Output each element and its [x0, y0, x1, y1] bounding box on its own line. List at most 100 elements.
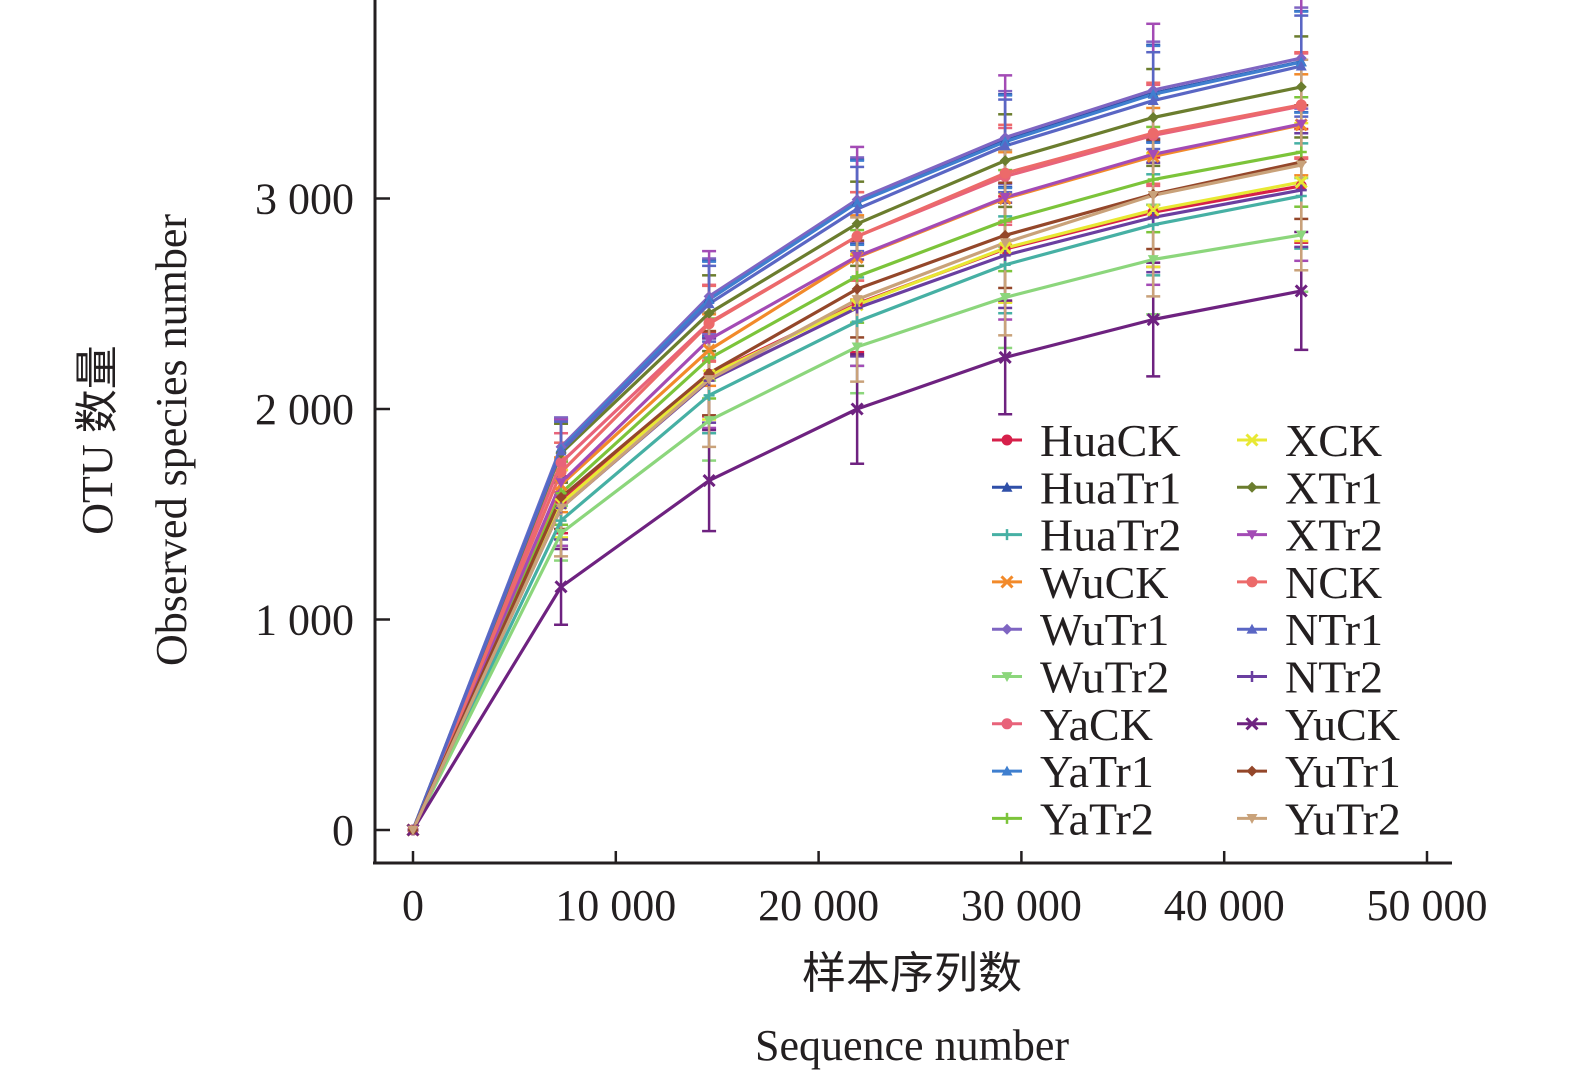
data-point-NTr1	[851, 203, 863, 214]
y-tick-label: 3 000	[255, 175, 354, 224]
legend-marker-icon	[1001, 529, 1013, 541]
legend-item-YaTr1: YaTr1	[992, 746, 1154, 797]
data-point-NTr1	[999, 140, 1011, 151]
legend-label: WuCK	[1040, 557, 1168, 608]
legend-item-NTr1: NTr1	[1237, 604, 1383, 655]
data-point-NTr1	[1147, 95, 1159, 106]
data-point-NCK	[851, 230, 863, 242]
legend-item-WuTr1: WuTr1	[992, 604, 1169, 655]
data-point-HuaTr2	[703, 389, 715, 401]
data-point-XTr2	[1147, 149, 1159, 160]
data-point-YuTr2	[1147, 190, 1159, 201]
data-point-XTr1	[1147, 111, 1159, 123]
data-point-YuTr1	[555, 491, 567, 503]
legend-marker-icon	[1246, 576, 1258, 588]
data-point-YaTr2	[1295, 146, 1307, 158]
data-point-HuaTr2	[999, 259, 1011, 271]
data-point-YaTr1	[851, 197, 863, 208]
legend-label: YaTr1	[1040, 746, 1154, 797]
legend-item-YuTr1: YuTr1	[1237, 746, 1401, 797]
legend: HuaCKHuaTr1HuaTr2WuCKWuTr1WuTr2YaCKYaTr1…	[992, 415, 1401, 844]
legend-label: YaCK	[1040, 699, 1153, 750]
legend-item-WuTr2: WuTr2	[992, 652, 1169, 703]
x-tick-label: 50 000	[1367, 881, 1488, 930]
data-point-XTr2	[1295, 119, 1307, 130]
data-point-XTr2	[703, 335, 715, 346]
x-tick-label: 30 000	[961, 881, 1082, 930]
legend-marker-icon	[1246, 530, 1258, 541]
data-point-YuTr2	[555, 503, 567, 514]
legend-marker-icon	[1001, 623, 1013, 635]
data-point-XCK	[1294, 175, 1308, 189]
data-point-YuCK	[702, 474, 716, 488]
data-point-XTr2	[555, 478, 567, 489]
legend-label: XTr1	[1285, 462, 1383, 513]
data-point-NCK	[999, 167, 1011, 179]
data-point-YuTr2	[999, 238, 1011, 249]
data-point-YaTr2	[851, 270, 863, 282]
data-point-YaCK	[555, 457, 567, 469]
x-axis-title-cn: 样本序列数	[802, 949, 1022, 998]
x-axis-title: Sequence number	[755, 1021, 1069, 1070]
legend-item-XCK: XCK	[1237, 415, 1382, 466]
legend-marker-icon	[1246, 623, 1258, 634]
y-tick-label: 0	[332, 806, 354, 855]
legend-marker-icon	[1246, 814, 1258, 824]
legend-item-YaCK: YaCK	[992, 699, 1153, 750]
data-point-NTr2	[999, 249, 1011, 261]
data-point-WuTr2	[1295, 230, 1307, 241]
data-point-YuCK	[850, 402, 864, 416]
data-point-YaTr2	[703, 352, 715, 364]
y-tick-label: 2 000	[255, 385, 354, 434]
data-point-XTr1	[851, 218, 863, 230]
y-axis-title-cn: OTU 数量	[73, 345, 122, 534]
legend-label: WuTr2	[1040, 652, 1169, 703]
data-point-NCK	[555, 466, 567, 478]
data-point-YuTr2	[703, 375, 715, 386]
legend-label: YuTr1	[1285, 746, 1401, 797]
data-point-XCK	[1146, 203, 1160, 217]
data-point-NCK	[1295, 99, 1307, 111]
data-point-HuaTr2	[555, 515, 567, 527]
data-point-NCK	[1147, 127, 1159, 139]
data-point-YuTr1	[851, 283, 863, 295]
data-point-YuTr1	[999, 229, 1011, 241]
legend-label: YuTr2	[1285, 793, 1401, 844]
legend-item-XTr2: XTr2	[1237, 510, 1383, 561]
data-point-NCK	[703, 318, 715, 330]
legend-label: NCK	[1285, 557, 1382, 608]
y-tick-label: 1 000	[255, 596, 354, 645]
data-point-WuTr2	[555, 528, 567, 539]
legend-marker-icon	[1245, 717, 1259, 731]
legend-label: NTr1	[1285, 604, 1383, 655]
data-point-YuCK	[1294, 284, 1308, 298]
data-point-NTr2	[1147, 211, 1159, 223]
x-tick-label: 10 000	[555, 881, 676, 930]
axes	[373, 0, 1452, 865]
legend-marker-icon	[1246, 765, 1258, 777]
data-point-WuTr2	[703, 416, 715, 427]
data-point-NTr1	[703, 298, 715, 309]
legend-item-HuaCK: HuaCK	[992, 415, 1181, 466]
data-point-XTr1	[999, 155, 1011, 167]
series-layer	[406, 0, 1309, 837]
legend-item-YuCK: YuCK	[1237, 699, 1400, 750]
data-point-YaTr1	[1147, 88, 1159, 99]
legend-label: HuaCK	[1040, 415, 1181, 466]
legend-item-NTr2: NTr2	[1237, 652, 1383, 703]
legend-item-HuaTr2: HuaTr2	[992, 510, 1181, 561]
legend-item-HuaTr1: HuaTr1	[992, 462, 1181, 513]
legend-label: YuCK	[1285, 699, 1400, 750]
data-point-WuTr2	[851, 342, 863, 353]
data-point-WuTr2	[1147, 255, 1159, 266]
legend-marker-icon	[1246, 671, 1258, 682]
legend-item-XTr1: XTr1	[1237, 462, 1383, 513]
legend-item-YuTr2: YuTr2	[1237, 793, 1401, 844]
legend-marker-icon	[1001, 812, 1013, 824]
legend-marker-icon	[1001, 718, 1013, 730]
y-axis-title: Observed species number	[147, 214, 196, 666]
data-point-XTr1	[1295, 81, 1307, 93]
data-point-HuaTr2	[851, 316, 863, 328]
legend-label: XCK	[1285, 415, 1382, 466]
legend-item-NCK: NCK	[1237, 557, 1382, 608]
